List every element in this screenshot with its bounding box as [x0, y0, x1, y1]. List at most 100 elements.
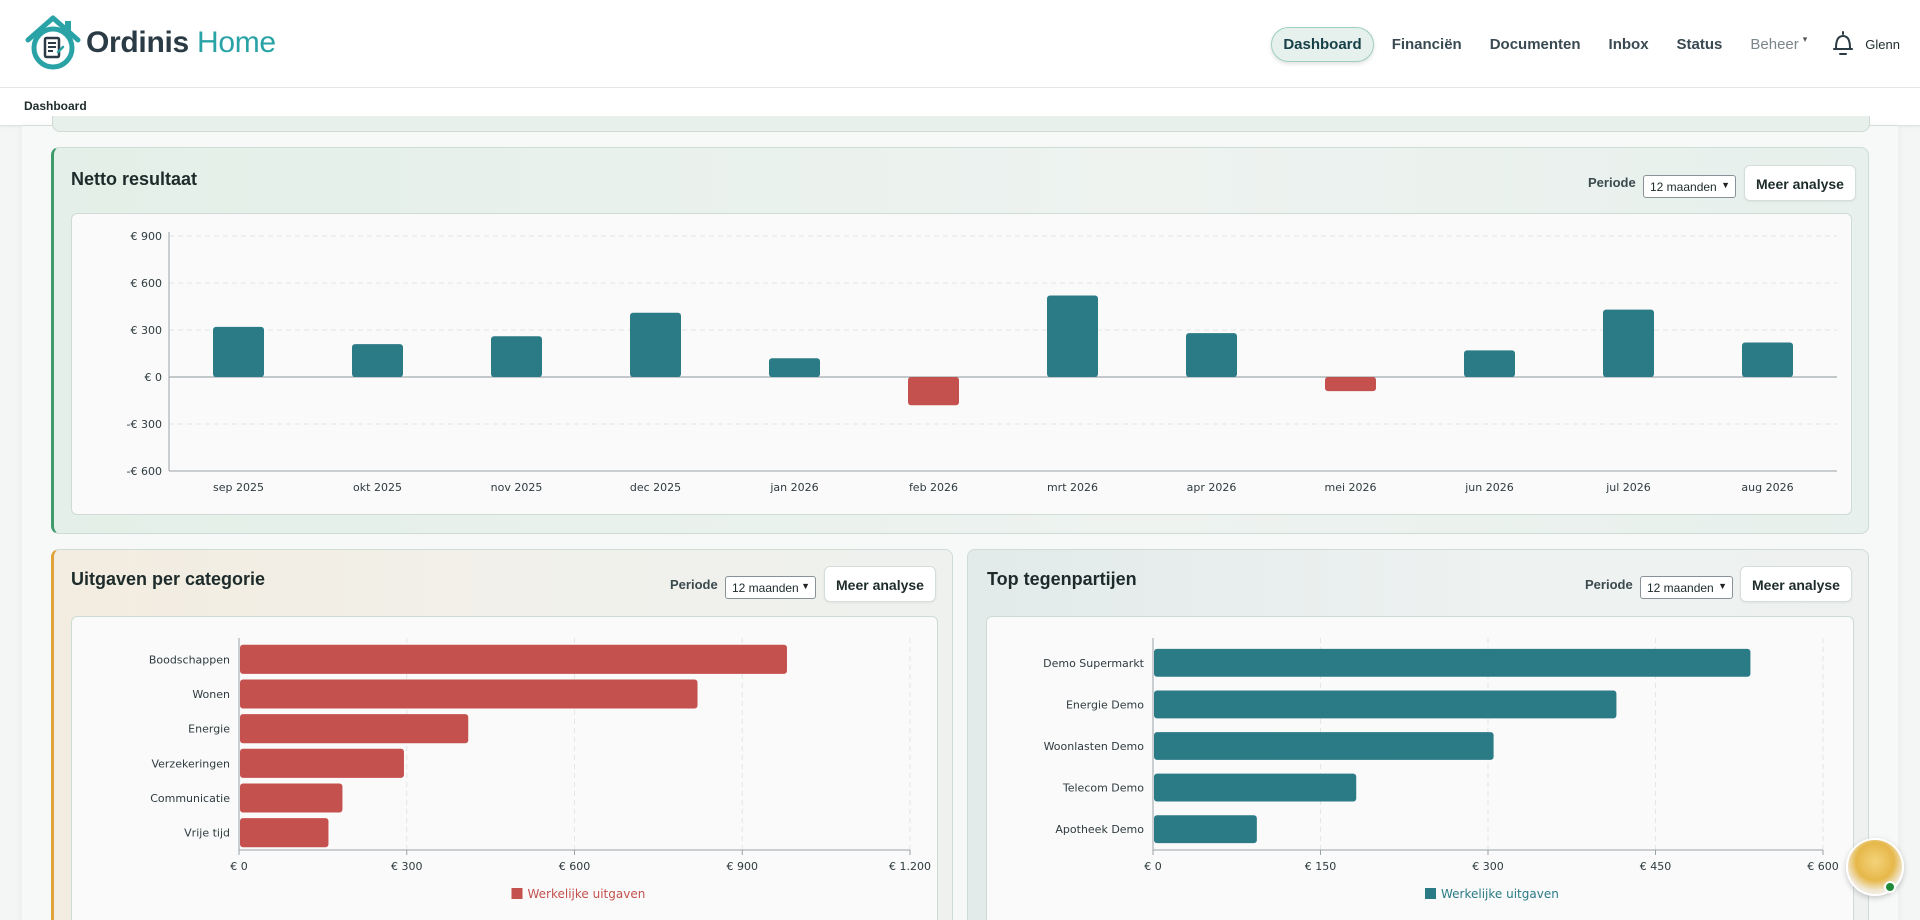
x-tick-label: € 600	[559, 860, 591, 873]
meer-analyse-button[interactable]: Meer analyse	[1740, 566, 1852, 602]
legend-swatch	[511, 888, 523, 899]
legend-swatch	[1425, 888, 1436, 899]
bar	[240, 644, 787, 674]
x-tick-label: dec 2025	[630, 481, 681, 494]
y-tick-label: € 0	[145, 371, 163, 384]
y-tick-label: € 300	[131, 324, 163, 337]
x-tick-label: jul 2026	[1605, 481, 1651, 494]
x-tick-label: mei 2026	[1324, 481, 1376, 494]
period-select[interactable]: 12 maanden ▼	[1640, 576, 1733, 599]
app-logo[interactable]: Ordinis Home	[22, 12, 276, 74]
y-tick-label: Demo Supermarkt	[1043, 657, 1145, 670]
bar	[908, 377, 959, 406]
period-select-value: 12 maanden	[1647, 581, 1714, 595]
y-tick-label: Energie Demo	[1066, 698, 1144, 711]
y-tick-label: Apotheek Demo	[1055, 823, 1144, 836]
y-tick-label: € 900	[131, 230, 163, 243]
y-tick-label: -€ 600	[127, 465, 162, 478]
x-tick-label: okt 2025	[353, 481, 402, 494]
x-tick-label: nov 2025	[491, 481, 543, 494]
bar	[240, 783, 343, 813]
bar	[630, 312, 681, 377]
bar	[491, 336, 542, 377]
bar	[1464, 350, 1515, 377]
top-navbar: Ordinis Home Dashboard Financiën Documen…	[0, 0, 1920, 88]
nav-status[interactable]: Status	[1676, 35, 1723, 53]
x-tick-label: jan 2026	[769, 481, 818, 494]
legend-label: Werkelijke uitgaven	[1441, 887, 1559, 901]
period-label: Periode	[1588, 175, 1636, 190]
bar	[1154, 648, 1751, 677]
logo-text-part1: Ordinis	[86, 26, 189, 59]
x-tick-label: € 600	[1807, 860, 1839, 873]
app-logo-text: Ordinis Home	[86, 26, 276, 60]
bar	[240, 748, 404, 778]
x-tick-label: € 0	[230, 860, 248, 873]
breadcrumb[interactable]: Dashboard	[24, 99, 87, 113]
period-select-value: 12 maanden	[1650, 180, 1717, 194]
bar	[1742, 342, 1793, 377]
chevron-down-icon: ▼	[801, 581, 810, 591]
x-tick-label: € 300	[391, 860, 423, 873]
nav-inbox[interactable]: Inbox	[1608, 35, 1649, 53]
x-tick-label: € 150	[1305, 860, 1337, 873]
meer-analyse-button[interactable]: Meer analyse	[1744, 165, 1856, 201]
x-tick-label: mrt 2026	[1047, 481, 1098, 494]
nav-beheer[interactable]: Beheer	[1750, 35, 1799, 53]
house-document-logo-icon	[25, 15, 81, 70]
x-tick-label: € 450	[1640, 860, 1672, 873]
period-label: Periode	[670, 577, 718, 592]
bar	[769, 358, 820, 377]
y-tick-label: Verzekeringen	[151, 757, 230, 770]
y-tick-label: Energie	[188, 723, 230, 736]
chevron-down-icon: ▼	[1721, 180, 1730, 190]
card-title: Uitgaven per categorie	[71, 569, 266, 589]
x-tick-label: sep 2025	[213, 481, 264, 494]
beheer-dropdown-icon[interactable]: ▾	[1802, 33, 1808, 44]
uitgaven-chart-area: € 0 € 300 € 600 € 900 € 1.200 Boodschappen Won…	[71, 616, 938, 920]
bar	[1154, 690, 1617, 719]
top-tegenpartijen-card: Top tegenpartijen Periode 12 maanden ▼ M…	[967, 549, 1869, 920]
card-title: Netto resultaat	[71, 169, 198, 189]
bar	[1325, 377, 1376, 392]
y-tick-label: Boodschappen	[149, 653, 230, 666]
y-tick-label: Communicatie	[150, 792, 230, 805]
y-tick-label: Vrije tijd	[184, 827, 230, 840]
online-status-dot	[1884, 881, 1896, 893]
bar	[352, 344, 403, 377]
bell-icon[interactable]	[1831, 29, 1855, 59]
previous-card-edge	[52, 116, 1870, 132]
nav-documenten[interactable]: Documenten	[1489, 35, 1581, 53]
bar	[1154, 815, 1257, 844]
user-name[interactable]: Glenn	[1865, 36, 1900, 52]
logo-text-part2: Home	[196, 26, 276, 59]
nav-financien[interactable]: Financiën	[1391, 35, 1462, 53]
y-tick-label: Woonlasten Demo	[1044, 740, 1145, 753]
x-tick-label: apr 2026	[1187, 481, 1237, 494]
period-select-value: 12 maanden	[732, 581, 799, 595]
x-tick-label: feb 2026	[909, 481, 958, 494]
period-select[interactable]: 12 maanden ▼	[725, 576, 816, 599]
period-label: Periode	[1585, 577, 1633, 592]
netto-resultaat-chart: € 900 € 600 € 300 € 0 -€ 300 -€ 600 sep 2025 ok…	[127, 230, 1837, 494]
uitgaven-per-categorie-chart: € 0 € 300 € 600 € 900 € 1.200 Boodschappen Won…	[149, 638, 931, 901]
y-tick-label: Telecom Demo	[1062, 782, 1144, 795]
x-tick-label: € 900	[727, 860, 759, 873]
netto-chart-area: € 900 € 600 € 300 € 0 -€ 300 -€ 600 sep 2025 ok…	[71, 213, 1852, 515]
chevron-down-icon: ▼	[1718, 581, 1727, 591]
x-tick-label: aug 2026	[1741, 481, 1793, 494]
x-tick-label: jun 2026	[1464, 481, 1514, 494]
x-tick-label: € 0	[1144, 860, 1162, 873]
nav-dashboard[interactable]: Dashboard	[1271, 26, 1374, 62]
bar	[1047, 295, 1098, 377]
tegenpartijen-chart-area: € 0 € 150 € 300 € 450 € 600 Demo Supermarkt En…	[986, 616, 1854, 920]
x-tick-label: € 1.200	[889, 860, 931, 873]
y-tick-label: -€ 300	[127, 418, 162, 431]
y-tick-label: € 600	[131, 277, 163, 290]
meer-analyse-button[interactable]: Meer analyse	[824, 566, 936, 602]
uitgaven-per-categorie-card: Uitgaven per categorie Periode 12 maande…	[51, 549, 953, 920]
bar	[240, 818, 329, 848]
bar	[240, 679, 698, 709]
period-select[interactable]: 12 maanden ▼	[1643, 175, 1736, 198]
bar	[1154, 732, 1494, 760]
